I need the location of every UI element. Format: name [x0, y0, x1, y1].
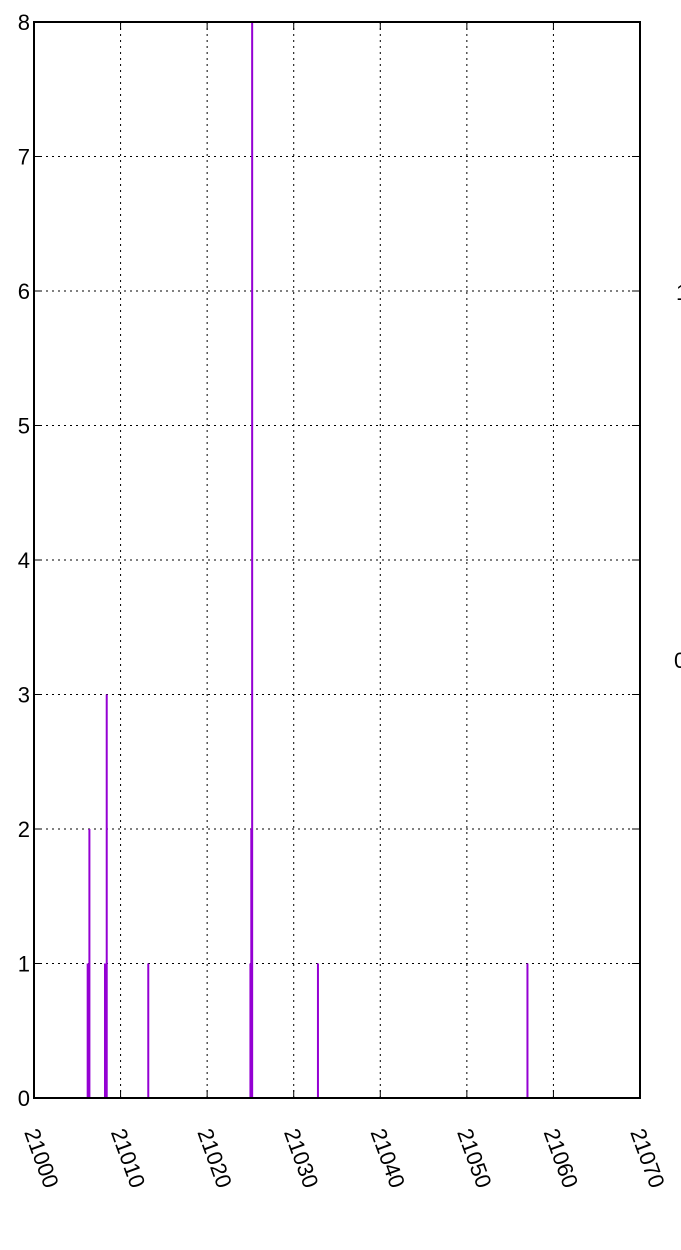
y-tick-label: 6: [18, 279, 30, 304]
x-tick-label: 21050: [452, 1125, 496, 1191]
x-tick-label: 21010: [106, 1125, 150, 1191]
tick-marks: [33, 21, 641, 1099]
x-tick-label: 21000: [19, 1125, 63, 1191]
x-tick-label: 21040: [366, 1125, 410, 1191]
right-edge-label-upper: 1: [676, 280, 681, 305]
y-tick-labels: 0 1 2 3 4 5 6 7 8: [18, 10, 30, 1111]
y-tick-label: 7: [18, 145, 30, 170]
x-tick-labels: 21000 21010 21020 21030 21040 21050 21060 21070: [19, 1125, 669, 1191]
y-tick-label: 1: [18, 952, 30, 977]
x-tick-label: 21060: [539, 1125, 583, 1191]
y-tick-label: 2: [18, 817, 30, 842]
grid: [34, 22, 640, 1098]
right-edge-label-lower: 0: [674, 648, 681, 673]
y-tick-label: 4: [18, 548, 30, 573]
y-tick-label: 5: [18, 414, 30, 439]
y-tick-label: 8: [18, 10, 30, 35]
bars: [86, 22, 529, 1098]
x-tick-label: 21030: [279, 1125, 323, 1191]
y-tick-label: 0: [18, 1086, 30, 1111]
x-tick-label: 21020: [192, 1125, 236, 1191]
x-tick-label: 21070: [625, 1125, 669, 1191]
y-tick-label: 3: [18, 683, 30, 708]
